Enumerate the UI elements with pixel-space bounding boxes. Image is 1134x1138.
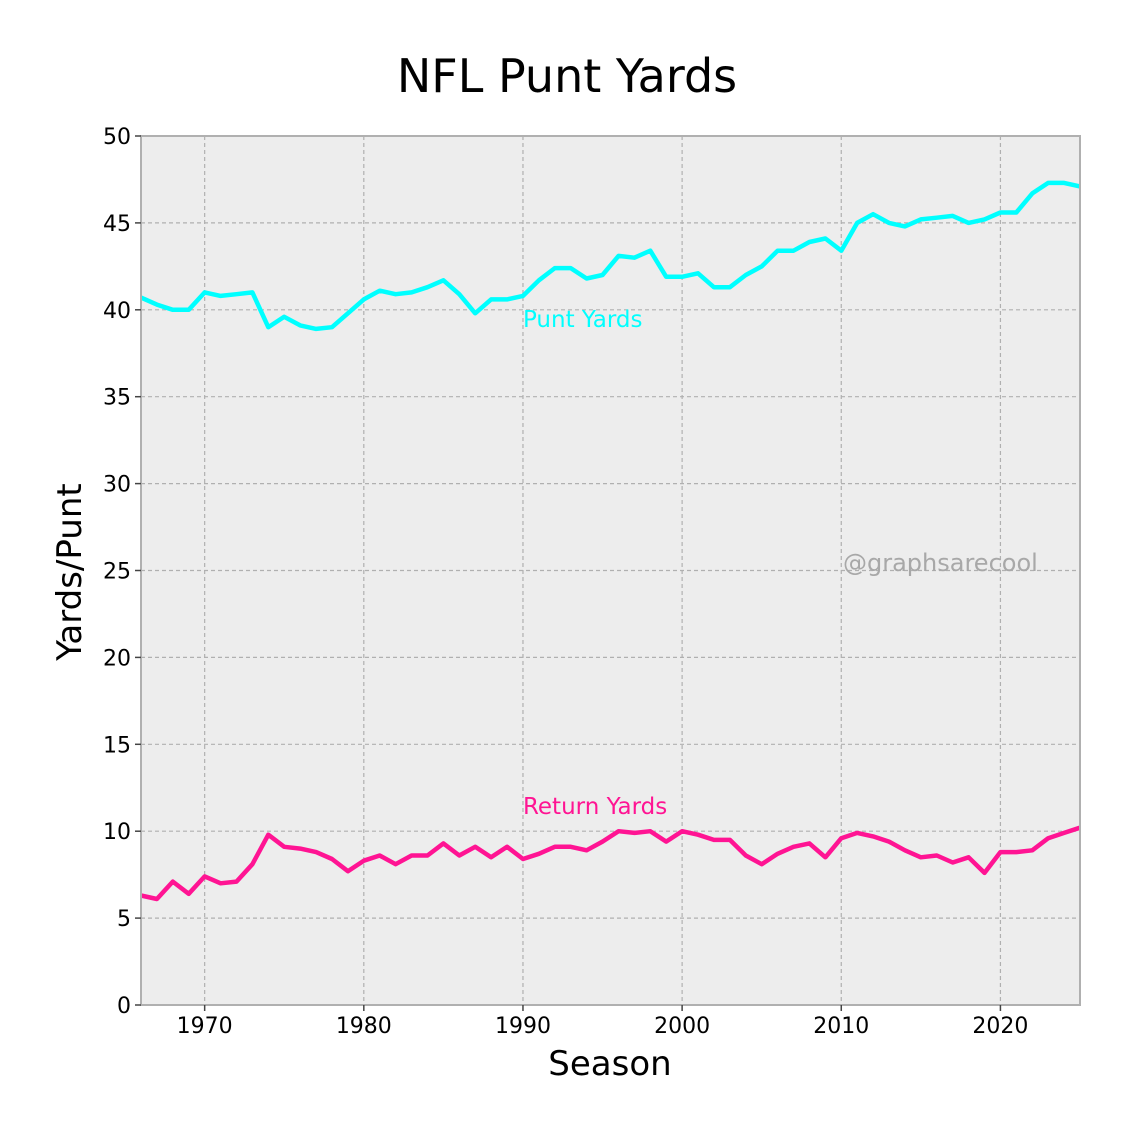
x-tick-label: 1970: [177, 1014, 233, 1039]
x-tick-label: 1990: [495, 1014, 551, 1039]
y-axis-label: Yards/Punt: [50, 483, 90, 661]
x-tick-label: 2020: [972, 1014, 1028, 1039]
x-tick-label: 1980: [336, 1014, 392, 1039]
y-tick-label: 20: [103, 646, 131, 671]
y-tick-label: 50: [103, 125, 131, 150]
x-axis-ticks: 1970 1980 1990 2000 2010 2020: [177, 1005, 1028, 1039]
gridlines: [141, 136, 1080, 1005]
x-axis-label: Season: [548, 1044, 671, 1084]
x-tick-label: 2000: [654, 1014, 710, 1039]
y-tick-label: 10: [103, 820, 131, 845]
series-layer: Punt Yards Return Yards: [140, 180, 1081, 902]
return-yards-line: [140, 825, 1081, 902]
x-tick-label: 2010: [813, 1014, 869, 1039]
punt-yards-label: Punt Yards: [523, 307, 643, 333]
y-tick-label: 30: [103, 473, 131, 498]
punt-yards-line: [140, 180, 1081, 332]
y-tick-label: 35: [103, 386, 131, 411]
y-tick-label: 45: [103, 212, 131, 237]
return-yards-label: Return Yards: [523, 794, 667, 820]
y-tick-label: 0: [117, 994, 131, 1019]
y-tick-label: 15: [103, 733, 131, 758]
y-tick-label: 25: [103, 560, 131, 585]
y-tick-label: 5: [117, 907, 131, 932]
chart-title: NFL Punt Yards: [397, 49, 737, 103]
y-tick-label: 40: [103, 299, 131, 324]
y-axis-ticks: 0 5 10 15 20 25 30 35 40 45 50: [103, 125, 141, 1019]
watermark: @graphsarecool: [843, 549, 1038, 577]
